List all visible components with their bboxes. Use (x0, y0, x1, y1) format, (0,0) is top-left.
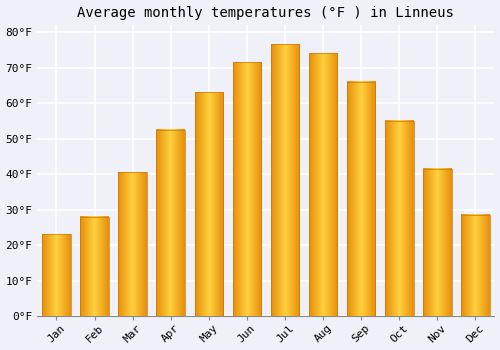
Bar (42, 234, 70, 316)
Bar (270, 44, 300, 316)
Bar (385, 121, 414, 316)
Bar (461, 215, 490, 316)
Bar (423, 169, 452, 316)
Bar (347, 82, 376, 316)
Bar (232, 62, 261, 316)
Bar (80, 217, 109, 316)
Bar (118, 172, 147, 316)
Bar (194, 92, 223, 316)
Bar (156, 130, 185, 316)
Title: Average monthly temperatures (°F ) in Linneus: Average monthly temperatures (°F ) in Li… (78, 6, 454, 20)
Bar (309, 53, 338, 316)
